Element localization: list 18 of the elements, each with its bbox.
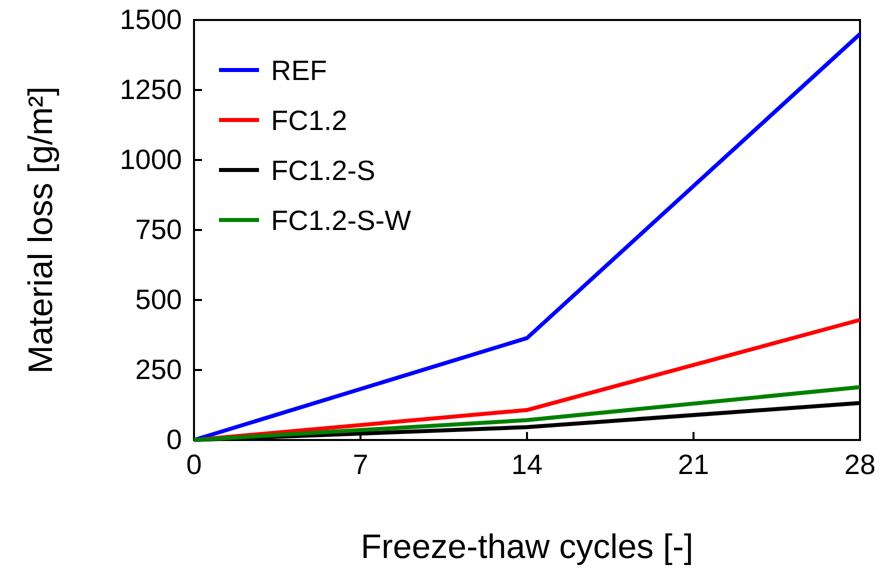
x-tick-label: 28 xyxy=(844,448,876,480)
y-tick-label: 750 xyxy=(135,214,182,245)
y-axis-title: Material loss [g/m²] xyxy=(22,86,60,374)
x-tick-label: 14 xyxy=(511,448,543,480)
x-tick-label: 21 xyxy=(678,448,710,480)
y-tick-label: 1250 xyxy=(120,74,182,105)
x-tick-label: 0 xyxy=(186,448,202,480)
x-tick-label: 7 xyxy=(352,448,368,480)
y-tick-label: 250 xyxy=(135,354,182,385)
y-tick-label: 1500 xyxy=(120,4,182,35)
legend-label: FC1.2-S xyxy=(271,155,376,186)
x-axis-title: Freeze-thaw cycles [-] xyxy=(360,528,694,566)
y-tick-label: 1000 xyxy=(120,144,182,175)
legend-label: REF xyxy=(271,55,327,86)
legend-label: FC1.2-S-W xyxy=(271,205,412,236)
legend-label: FC1.2 xyxy=(271,105,348,136)
y-tick-label: 500 xyxy=(135,284,182,315)
y-tick-label: 0 xyxy=(166,424,182,455)
